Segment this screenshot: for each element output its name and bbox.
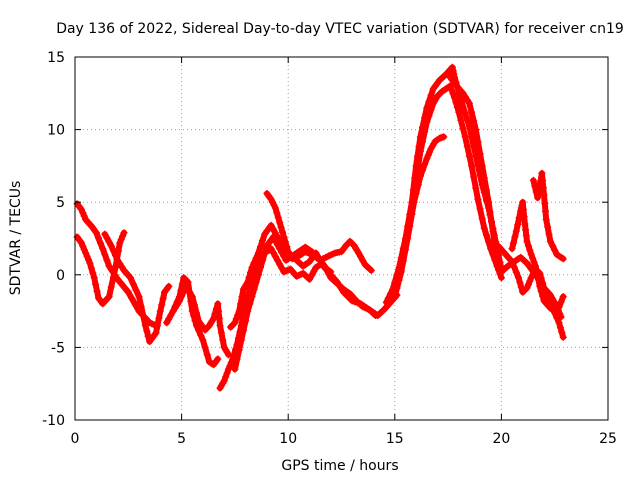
x-axis-label: GPS time / hours [281,458,398,474]
x-tick-label: 0 [71,431,80,447]
chart-title: Day 136 of 2022, Sidereal Day-to-day VTE… [56,21,624,37]
series-trace [227,222,334,331]
plot-frame [74,56,609,421]
data-series [101,230,173,346]
series-trace [263,190,375,274]
x-tick-label: 15 [386,431,404,447]
series-markers [404,82,505,282]
series-trace [101,231,172,345]
axis-ticks: 0 5 10 15 20 25 -10 -5 0 5 10 15 [42,50,617,447]
series-markers [101,230,173,346]
series-trace [489,238,565,320]
x-tick-label: 25 [599,431,617,447]
series-markers [508,198,567,317]
y-tick-label: -10 [42,413,65,429]
data-series [489,237,565,321]
x-tick-label: 5 [177,431,186,447]
series-trace [530,170,567,262]
data-series [508,198,567,317]
data-series-layer [73,63,567,392]
y-tick-label: 0 [56,268,65,284]
series-trace [170,283,232,358]
y-tick-label: 15 [47,50,65,66]
y-tick-label: -5 [51,340,65,356]
x-tick-label: 20 [492,431,510,447]
data-series [529,169,567,263]
data-series [169,282,232,359]
series-markers [263,190,375,274]
series-markers [231,233,401,373]
y-tick-label: 5 [56,195,65,211]
y-tick-label: 10 [47,123,65,139]
series-markers [529,169,567,263]
series-markers [73,229,128,308]
data-series [404,82,505,282]
series-markers [73,200,160,330]
x-tick-label: 10 [279,431,297,447]
y-axis-label: SDTVAR / TECUs [8,181,24,296]
series-markers [169,282,232,359]
data-series [263,190,375,274]
